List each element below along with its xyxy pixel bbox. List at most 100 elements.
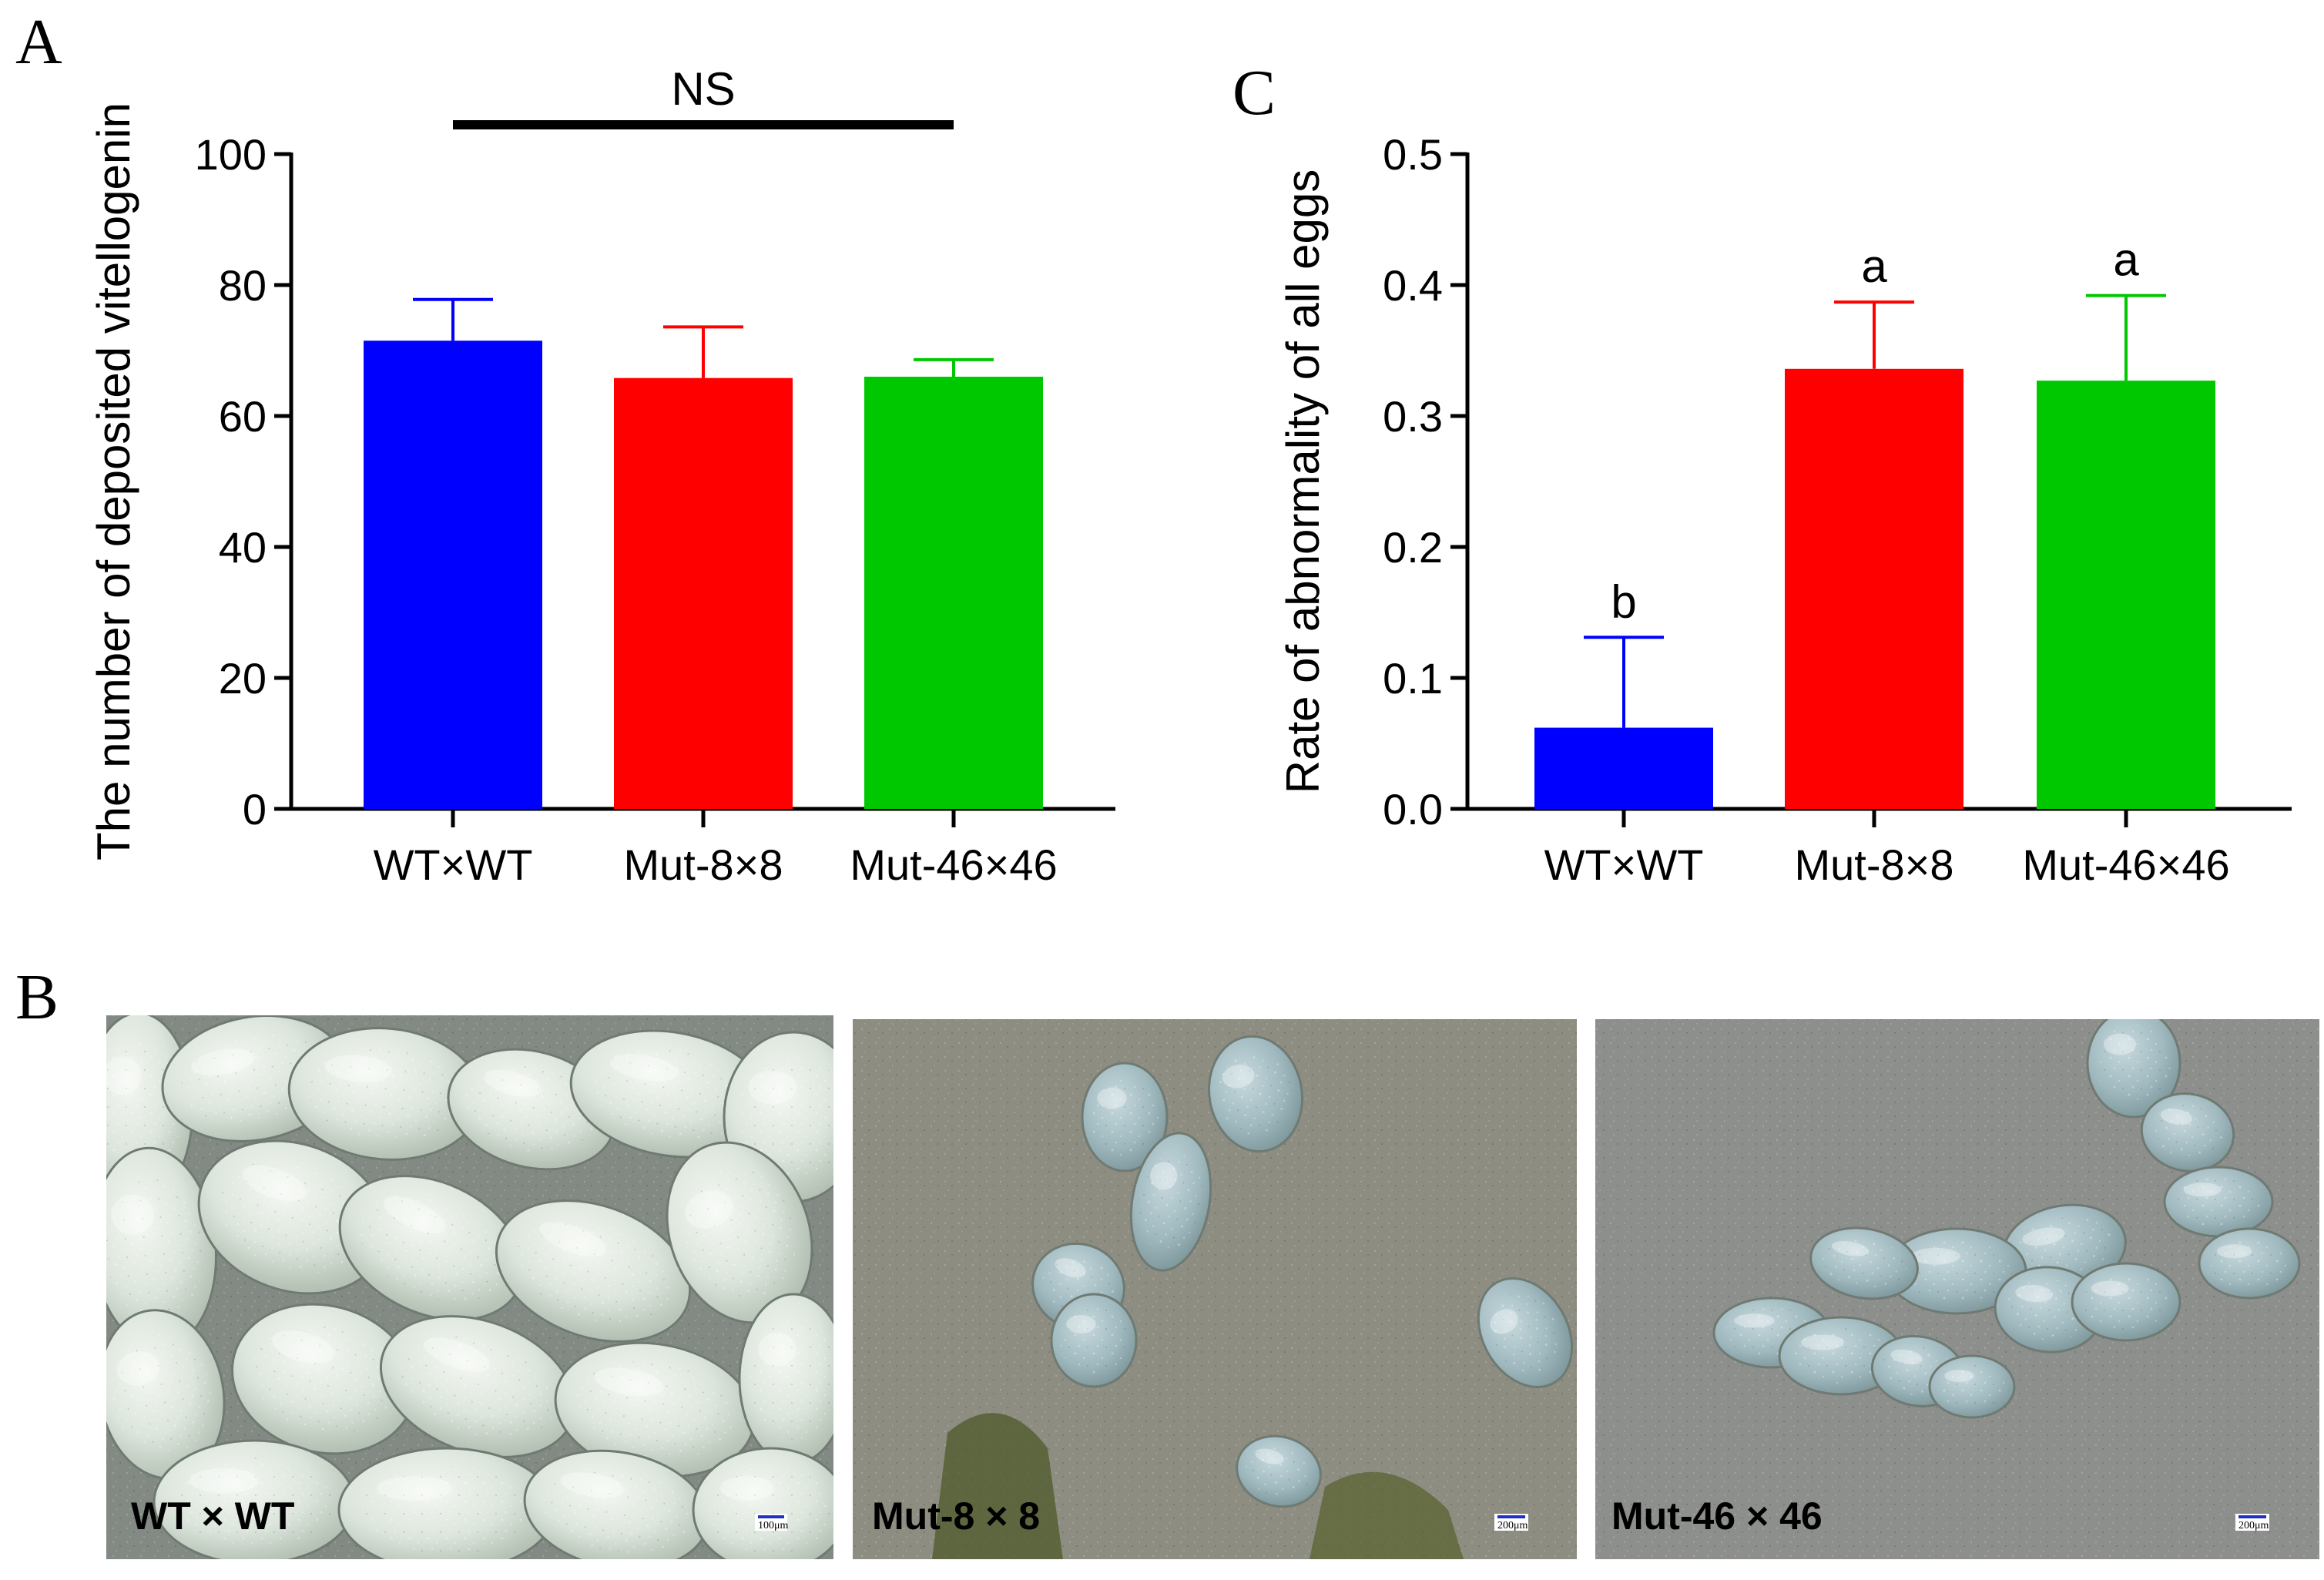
- panel-label-a: A: [15, 6, 62, 78]
- egg: [2140, 1092, 2235, 1172]
- egg-highlight: [720, 1476, 774, 1501]
- chart-a-ytick-label: 60: [219, 392, 267, 441]
- egg: [337, 1447, 556, 1559]
- egg: [523, 1449, 709, 1559]
- egg-texture: [682, 1167, 796, 1298]
- egg-texture: [542, 1467, 690, 1553]
- egg: [495, 1199, 692, 1343]
- egg-highlight: [2160, 1109, 2193, 1125]
- egg-highlight: [2022, 1227, 2065, 1246]
- egg: [379, 1315, 576, 1458]
- egg-texture: [591, 1048, 750, 1140]
- egg-highlight: [116, 1351, 160, 1386]
- chart-a-ytick-label: 0: [243, 785, 267, 834]
- egg-highlight: [594, 1367, 664, 1397]
- egg-texture: [516, 1219, 670, 1323]
- egg-texture: [358, 1194, 505, 1302]
- svg-text:200μm: 200μm: [1497, 1520, 1528, 1531]
- egg: [738, 1293, 833, 1465]
- egg: [1886, 1227, 2027, 1315]
- egg: [2086, 1019, 2181, 1119]
- egg-texture: [1218, 1052, 1293, 1136]
- egg: [287, 1027, 483, 1161]
- egg: [1809, 1226, 1919, 1300]
- egg-highlight: [560, 1472, 625, 1498]
- egg-texture: [361, 1465, 533, 1555]
- egg-texture: [2151, 1104, 2225, 1161]
- scale-bar-wt: 100μm: [755, 1514, 789, 1531]
- egg-texture: [1489, 1293, 1561, 1373]
- scale-bar-mut-46: 200μm: [2235, 1514, 2269, 1531]
- egg: [231, 1303, 416, 1455]
- egg-texture: [1821, 1237, 1907, 1290]
- photo-caption-mut-8: Mut-8 × 8: [872, 1494, 1040, 1538]
- egg: [666, 1141, 813, 1324]
- chart-c-sig-letter: a: [2113, 234, 2139, 286]
- egg-texture: [401, 1334, 555, 1439]
- egg-highlight: [748, 1070, 797, 1105]
- photo-caption-wt: WT × WT: [131, 1494, 294, 1538]
- egg: [1928, 1354, 2016, 1419]
- chart-c-ytick-label: 0.0: [1383, 785, 1443, 834]
- egg-texture: [750, 1317, 833, 1441]
- egg-texture: [1901, 1240, 2012, 1302]
- photo-mut-8-x-8: [853, 1019, 1577, 1559]
- chart-c-ytick-label: 0.3: [1383, 392, 1443, 441]
- chart-c-sig-letter: b: [1611, 575, 1636, 627]
- egg-highlight: [1831, 1241, 1870, 1256]
- egg: [554, 1341, 756, 1478]
- egg-texture: [1139, 1152, 1202, 1252]
- egg-highlight: [2183, 1182, 2222, 1197]
- egg-texture: [1792, 1328, 1890, 1384]
- egg-texture: [308, 1046, 462, 1142]
- egg-texture: [1245, 1445, 1313, 1498]
- egg: [1081, 1062, 1169, 1172]
- egg-highlight: [424, 1337, 491, 1373]
- egg-highlight: [1490, 1309, 1518, 1334]
- chart-c-bar: [1785, 368, 1963, 809]
- egg-highlight: [111, 1194, 155, 1235]
- egg-highlight: [1890, 1349, 1923, 1364]
- egg-highlight: [483, 1069, 542, 1097]
- panel-label-b: B: [15, 961, 59, 1033]
- egg-highlight: [609, 1054, 679, 1082]
- chart-c-ytick-label: 0.4: [1383, 261, 1443, 310]
- chart-a-ytick-label: 80: [219, 261, 267, 310]
- egg-texture: [464, 1065, 599, 1153]
- chart-a-bar: [614, 377, 793, 809]
- egg-texture: [250, 1324, 397, 1434]
- egg-highlight: [1150, 1162, 1178, 1190]
- egg: [153, 1439, 356, 1559]
- egg-highlight: [1911, 1247, 1960, 1265]
- egg-highlight: [191, 1048, 256, 1076]
- chart-a-ylabel: The number of deposited vitellogenin: [88, 102, 139, 860]
- egg-texture: [174, 1458, 334, 1547]
- egg-texture: [575, 1361, 734, 1458]
- egg-highlight: [1801, 1334, 1844, 1350]
- egg: [1129, 1132, 1212, 1272]
- egg-texture: [112, 1333, 212, 1455]
- egg-texture: [2015, 1216, 2114, 1280]
- egg-highlight: [271, 1330, 335, 1364]
- chart-a-bar: [364, 340, 542, 809]
- egg: [106, 1146, 217, 1350]
- egg-texture: [106, 1176, 204, 1320]
- chart-a-xtick-label: Mut-8×8: [624, 840, 783, 889]
- egg-texture: [709, 1465, 832, 1555]
- egg-highlight: [242, 1165, 307, 1202]
- chart-c-xtick-label: Mut-46×46: [2022, 840, 2229, 889]
- chart-c-ylabel: Rate of abnormality of all eggs: [1277, 169, 1329, 793]
- scale-bar-mut-8: 200μm: [1494, 1514, 1528, 1531]
- chart-a-xtick-label: Mut-46×46: [850, 840, 1057, 889]
- egg-texture: [218, 1161, 367, 1273]
- egg-highlight: [384, 1196, 446, 1234]
- egg-highlight: [1055, 1258, 1086, 1278]
- svg-text:200μm: 200μm: [2238, 1520, 2269, 1531]
- egg-highlight: [1222, 1065, 1255, 1089]
- egg: [2198, 1227, 2301, 1300]
- photo-wt-x-wt: [106, 1015, 833, 1559]
- egg: [1236, 1434, 1322, 1508]
- egg: [569, 1029, 771, 1159]
- egg-highlight: [2015, 1284, 2054, 1303]
